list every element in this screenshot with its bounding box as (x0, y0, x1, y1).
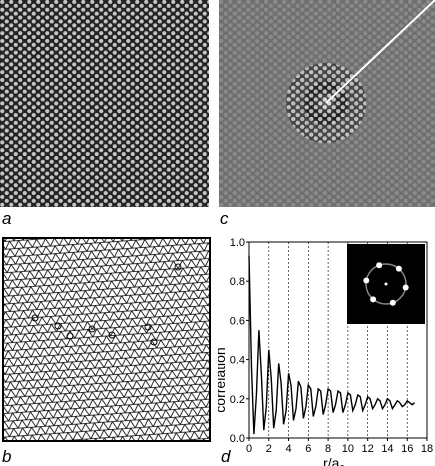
x-tick-label: 18 (421, 443, 433, 455)
diffraction-spot (389, 299, 396, 306)
x-tick-label: 4 (285, 443, 291, 455)
x-tick-label: 0 (246, 443, 252, 455)
panel-label-c: c (220, 209, 229, 228)
panel-d-correlation-chart: 0 2 4 6 8 10 12 14 16 18 0.0 0.2 0.4 0.6 0.8 1.0 corre… (218, 232, 435, 466)
panel-a-micrograph (0, 0, 209, 207)
delaunay-triangulation (2, 237, 211, 442)
y-tick-label: 0.8 (230, 276, 245, 288)
diffraction-spot (402, 284, 409, 291)
x-axis-ticks: 0 2 4 6 8 10 12 14 16 18 (246, 438, 433, 455)
autocorrelation-map (219, 0, 435, 207)
x-axis-label-subscript: 0 (339, 464, 345, 466)
y-tick-label: 0.4 (230, 355, 245, 367)
x-tick-label: 6 (305, 443, 311, 455)
radial-cut-line (325, 0, 435, 104)
diffraction-center-spot (384, 282, 388, 286)
correlation-chart: 0 2 4 6 8 10 12 14 16 18 0.0 0.2 0.4 0.6 0.8 1.0 corre… (218, 237, 433, 466)
y-tick-label: 0.6 (230, 315, 245, 327)
panel-b-triangulation (0, 234, 215, 446)
y-axis-ticks: 0.0 0.2 0.4 0.6 0.8 1.0 (230, 237, 249, 445)
y-tick-label: 0.0 (230, 433, 245, 445)
x-tick-label: 2 (266, 443, 272, 455)
panel-label-a: a (2, 209, 12, 228)
panel-label-d: d (221, 447, 231, 466)
x-tick-label: 16 (401, 443, 413, 455)
diffraction-spot (370, 296, 377, 303)
x-tick-label: 8 (325, 443, 331, 455)
x-tick-label: 10 (342, 443, 354, 455)
plot-frame (248, 241, 428, 439)
y-tick-label: 0.2 (230, 394, 245, 406)
x-axis-label-main: r/a (323, 455, 340, 466)
defect-markers (31, 263, 182, 346)
diffraction-spot (363, 277, 370, 284)
y-tick-label: 1.0 (230, 237, 245, 249)
correlation-series-line (248, 255, 416, 435)
y-axis-label: correlation (218, 347, 228, 412)
panel-c-autocorrelation-image (219, 0, 435, 207)
x-axis-label: r/a0 (323, 455, 345, 466)
panel-label-b: b (2, 447, 12, 466)
x-tick-label: 12 (362, 443, 374, 455)
diffraction-spot (395, 265, 402, 272)
diffraction-inset (347, 244, 425, 324)
diffraction-ring (365, 263, 407, 305)
diffraction-spot (376, 262, 383, 269)
x-tick-label: 14 (381, 443, 393, 455)
lattice-micrograph-image (0, 0, 209, 207)
